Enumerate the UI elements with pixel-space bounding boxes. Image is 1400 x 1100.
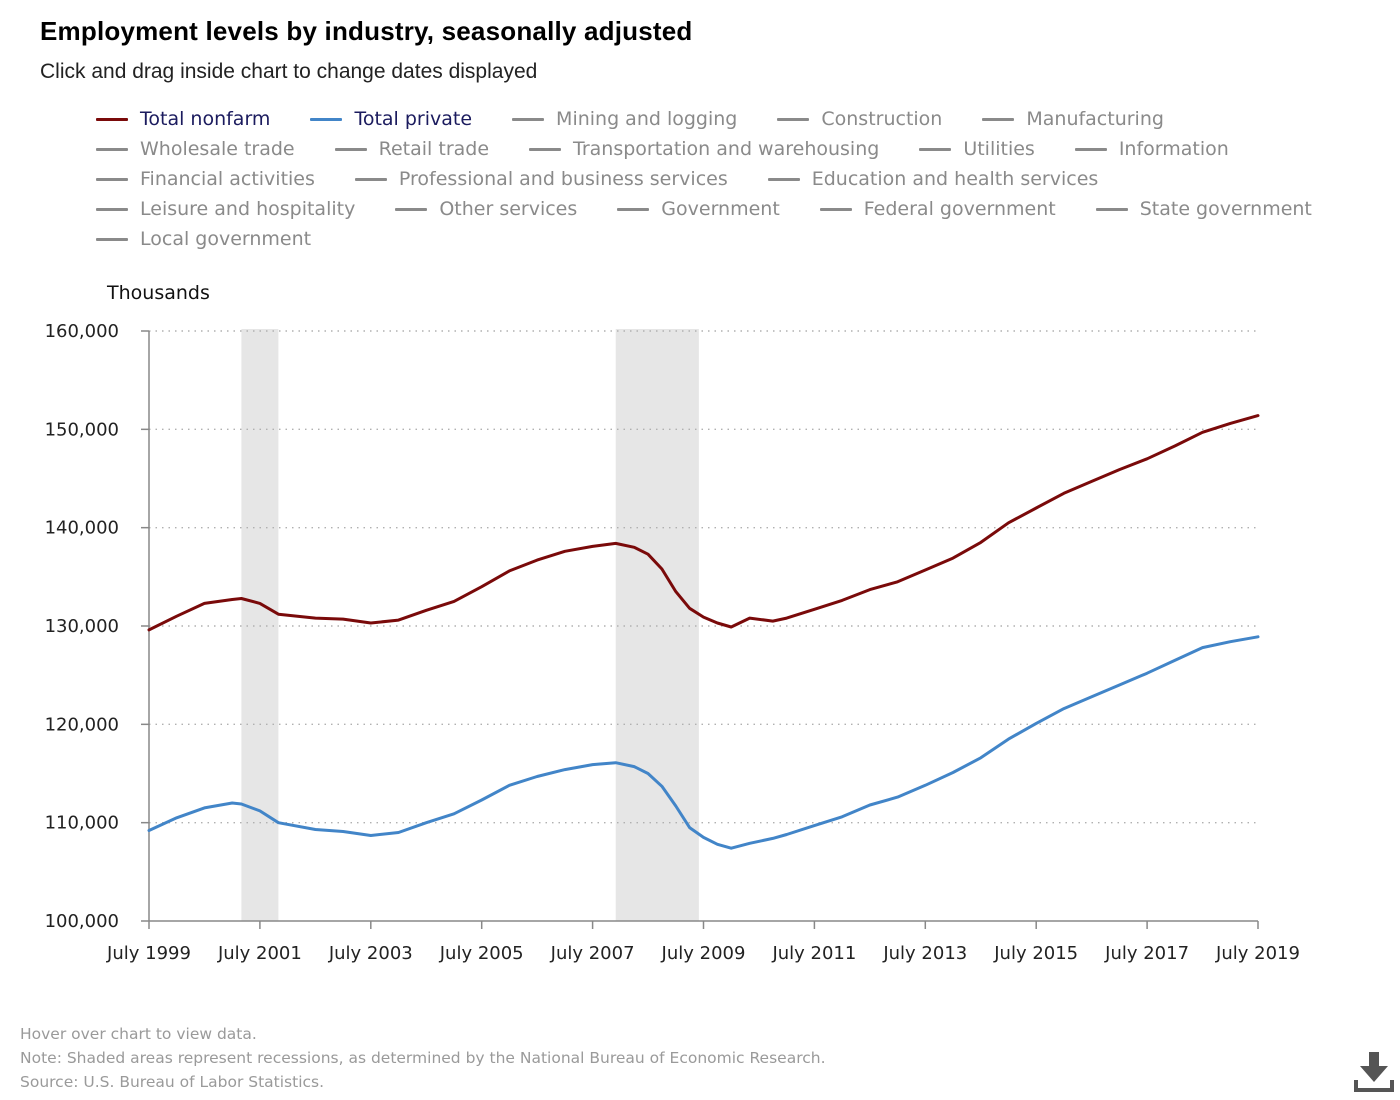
legend-item[interactable]: Transportation and warehousing: [529, 138, 879, 160]
x-tick-label: July 2007: [550, 943, 635, 964]
legend-label: Federal government: [863, 198, 1056, 220]
legend-row: Financial activities Professional and bus…: [96, 164, 1376, 194]
legend-item[interactable]: Total private: [310, 108, 472, 130]
legend-item[interactable]: State government: [1095, 198, 1312, 220]
x-tick-label: July 1999: [106, 943, 191, 964]
recession-note: Note: Shaded areas represent recessions,…: [20, 1049, 826, 1067]
line-chart[interactable]: 100,000 110,000 120,000 130,000 140,000 150,0…: [0, 0, 1400, 1000]
x-tick-label: July 2003: [328, 943, 413, 964]
legend-swatch: [96, 147, 128, 151]
legend-label: Education and health services: [811, 168, 1099, 190]
legend-label: Wholesale trade: [140, 138, 295, 160]
legend-label: Other services: [439, 198, 578, 220]
legend-item[interactable]: Wholesale trade: [96, 138, 295, 160]
chart-title: Employment levels by industry, seasonall…: [40, 16, 693, 46]
legend-swatch: [1074, 147, 1107, 151]
legend-label: Total nonfarm: [140, 108, 271, 130]
chart-legend: Total nonfarm Total private Mining and log…: [96, 104, 1376, 254]
x-tick-label: July 2005: [439, 943, 524, 964]
x-tick-label: July 2009: [661, 943, 746, 964]
legend-swatch: [767, 177, 800, 181]
legend-item[interactable]: Construction: [777, 108, 942, 130]
x-tick-label: July 2019: [1215, 943, 1300, 964]
legend-label: Professional and business services: [398, 168, 728, 190]
legend-swatch: [512, 117, 545, 121]
legend-swatch: [919, 147, 952, 151]
legend-item[interactable]: Information: [1074, 138, 1229, 160]
legend-swatch: [529, 147, 562, 151]
legend-item[interactable]: Utilities: [919, 138, 1035, 160]
legend-item[interactable]: Education and health services: [767, 168, 1099, 190]
legend-label: Retail trade: [378, 138, 490, 160]
legend-item[interactable]: Professional and business services: [354, 168, 728, 190]
legend-label: Mining and logging: [556, 108, 738, 130]
legend-swatch: [96, 117, 128, 121]
x-tick-label: July 2011: [771, 943, 856, 964]
source-note: Source: U.S. Bureau of Labor Statistics.: [20, 1073, 325, 1091]
legend-swatch: [982, 117, 1015, 121]
legend-label: Financial activities: [140, 168, 315, 190]
legend-item[interactable]: Mining and logging: [512, 108, 737, 130]
legend-label: Construction: [821, 108, 943, 130]
y-tick-label: 130,000: [45, 616, 119, 637]
x-tick-label: July 2013: [882, 943, 967, 964]
y-tick-label: 120,000: [45, 714, 119, 735]
x-tick-label: July 2015: [993, 943, 1078, 964]
legend-swatch: [354, 177, 387, 181]
legend-swatch: [334, 147, 367, 151]
legend-swatch: [819, 207, 852, 211]
legend-item[interactable]: Total nonfarm: [96, 108, 270, 130]
x-tick-label: July 2017: [1104, 943, 1189, 964]
legend-label: Total private: [354, 108, 473, 130]
legend-row: Leisure and hospitality Other services Gov…: [96, 194, 1376, 224]
legend-label: Information: [1118, 138, 1229, 160]
legend-swatch: [777, 117, 810, 121]
recession-band: [241, 329, 279, 921]
legend-label: Government: [661, 198, 780, 220]
legend-label: Manufacturing: [1026, 108, 1164, 130]
legend-swatch: [96, 237, 128, 241]
hover-hint: Hover over chart to view data.: [20, 1025, 257, 1043]
legend-swatch: [1095, 207, 1128, 211]
chart-notes: Hover over chart to view data. Note: Sha…: [20, 1022, 826, 1094]
legend-item[interactable]: Retail trade: [334, 138, 490, 160]
download-icon[interactable]: [1352, 1050, 1396, 1094]
legend-label: Utilities: [963, 138, 1035, 160]
legend-label: Leisure and hospitality: [140, 198, 356, 220]
legend-item[interactable]: Government: [617, 198, 780, 220]
legend-label: Transportation and warehousing: [573, 138, 880, 160]
y-tick-label: 110,000: [45, 813, 119, 834]
series-line-total-nonfarm: [147, 414, 1260, 632]
legend-swatch: [617, 207, 650, 211]
legend-row: Wholesale trade Retail trade Transportatio…: [96, 134, 1376, 164]
recession-band: [615, 329, 699, 921]
legend-item[interactable]: Other services: [395, 198, 577, 220]
series-line-total-private: [147, 635, 1260, 850]
legend-item[interactable]: Leisure and hospitality: [96, 198, 355, 220]
legend-label: Local government: [140, 228, 312, 250]
y-tick-label: 140,000: [45, 518, 119, 539]
y-axis-label: Thousands: [106, 282, 210, 304]
legend-item[interactable]: Manufacturing: [982, 108, 1164, 130]
y-tick-label: 160,000: [45, 321, 119, 342]
y-tick-label: 100,000: [45, 911, 119, 932]
legend-swatch: [96, 177, 128, 181]
legend-row: Total nonfarm Total private Mining and log…: [96, 104, 1376, 134]
legend-item[interactable]: Financial activities: [96, 168, 315, 190]
y-tick-label: 150,000: [45, 419, 119, 440]
chart-subtitle: Click and drag inside chart to change da…: [40, 60, 538, 83]
legend-swatch: [310, 117, 343, 121]
legend-item[interactable]: Local government: [96, 228, 311, 250]
x-tick-label: July 2001: [217, 943, 302, 964]
legend-item[interactable]: Federal government: [819, 198, 1056, 220]
legend-label: State government: [1139, 198, 1312, 220]
legend-swatch: [96, 207, 128, 211]
legend-swatch: [395, 207, 428, 211]
legend-row: Local government: [96, 224, 1376, 254]
